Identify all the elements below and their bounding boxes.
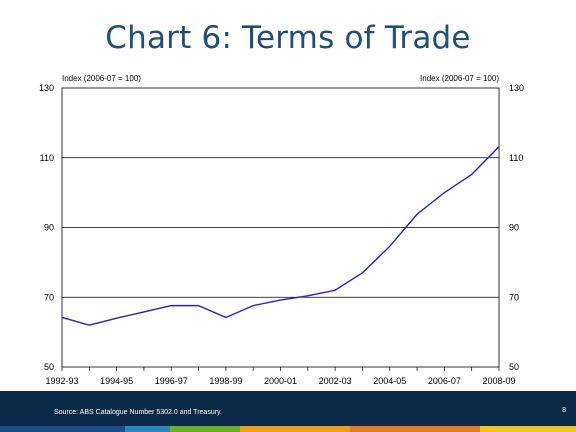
terms-of-trade-chart: 50 70 90 110 130 50 70 90 110 130 1992-93 1994-95… xyxy=(39,74,524,386)
y-tick-label-left: 70 xyxy=(44,292,54,302)
y-tick-label-right: 130 xyxy=(509,83,524,93)
y-axis-label-right: Index (2006-07 = 100) xyxy=(420,74,499,83)
x-tick-label: 2000-01 xyxy=(264,376,297,386)
footer-stripe xyxy=(170,426,240,432)
x-tick-label: 2004-05 xyxy=(373,376,406,386)
page-number: 8 xyxy=(562,407,566,414)
x-tick-label: 1994-95 xyxy=(100,376,133,386)
y-tick-label-right: 90 xyxy=(509,223,519,233)
x-tick-label: 1998-99 xyxy=(209,376,242,386)
footer-stripe xyxy=(125,426,170,432)
y-tick-label-left: 130 xyxy=(39,83,54,93)
x-tick-label: 2008-09 xyxy=(482,376,515,386)
x-tick-label: 1992-93 xyxy=(45,376,78,386)
y-axis-label-left: Index (2006-07 = 100) xyxy=(62,74,141,83)
footer-bar xyxy=(0,391,576,426)
source-note: Source: ABS Catalogue Number 5302.0 and … xyxy=(54,409,222,416)
gridlines xyxy=(62,157,499,298)
footer-stripe xyxy=(240,426,350,432)
y-tick-label-left: 50 xyxy=(44,362,54,372)
y-axis-right: 50 70 90 110 130 xyxy=(509,83,524,372)
footer-stripe xyxy=(480,426,576,432)
y-tick-label-right: 70 xyxy=(509,292,519,302)
y-axis-left: 50 70 90 110 130 xyxy=(39,83,54,372)
x-tick-label: 2006-07 xyxy=(428,376,461,386)
y-tick-label-right: 110 xyxy=(509,153,523,163)
x-tick-label: 1996-97 xyxy=(155,376,188,386)
page-title: Chart 6: Terms of Trade xyxy=(105,20,471,56)
x-tick-label: 2002-03 xyxy=(319,376,352,386)
y-tick-label-left: 90 xyxy=(44,223,54,233)
y-tick-label-right: 50 xyxy=(509,362,519,372)
footer-stripe xyxy=(350,426,480,432)
series-line-terms-of-trade xyxy=(61,146,500,326)
footer-stripe xyxy=(0,426,125,432)
x-axis: 1992-93 1994-95 1996-97 1998-99 2000-01 2002-… xyxy=(45,367,516,386)
y-tick-label-left: 110 xyxy=(40,153,54,163)
